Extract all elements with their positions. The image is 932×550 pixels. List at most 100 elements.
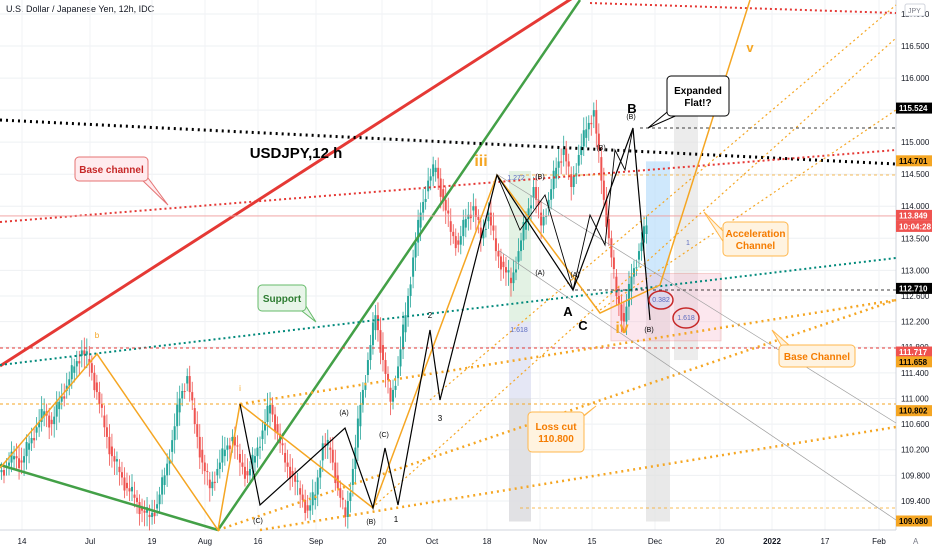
candle-body xyxy=(502,261,505,268)
candle-body xyxy=(88,358,91,364)
wave-label: i xyxy=(239,384,241,393)
candle-body xyxy=(93,372,96,391)
candle-body xyxy=(3,470,5,476)
candle-body xyxy=(499,256,502,270)
price-tick-label: 113.000 xyxy=(901,266,930,275)
candle-body xyxy=(432,164,435,177)
wave-label: b xyxy=(95,331,100,340)
fib-label: 0.382 xyxy=(652,297,670,304)
grey-fan-1 xyxy=(497,174,897,424)
candle-body xyxy=(492,225,495,231)
candle-body xyxy=(627,283,630,307)
candle-body xyxy=(324,443,327,446)
candle-body xyxy=(188,376,191,393)
candle-body xyxy=(615,276,618,296)
candle-body xyxy=(632,268,635,277)
candle-body xyxy=(344,507,347,518)
candle-body xyxy=(637,251,640,260)
candle-body xyxy=(241,462,244,467)
candle-body xyxy=(417,219,420,243)
wave-label: 2 xyxy=(428,311,433,320)
candle-body xyxy=(535,187,538,200)
candle-body xyxy=(635,267,638,269)
candle-body xyxy=(284,452,287,463)
candle-body xyxy=(291,471,294,476)
price-label-bg xyxy=(896,282,932,294)
candle-body xyxy=(339,488,342,498)
candle-body xyxy=(133,494,136,498)
candle-body xyxy=(70,365,73,380)
wave-label: (C) xyxy=(253,518,263,525)
candle-body xyxy=(587,122,590,130)
candle-body xyxy=(0,470,3,473)
candle-body xyxy=(264,421,267,431)
candle-body xyxy=(221,448,224,463)
wave-label: (B) xyxy=(535,174,544,181)
price-tick-label: 109.800 xyxy=(901,471,930,480)
time-tick-label: 14 xyxy=(18,537,27,546)
candle-body xyxy=(407,295,410,316)
candle-body xyxy=(181,390,184,399)
time-tick-label: 19 xyxy=(148,537,157,546)
candle-body xyxy=(218,462,221,469)
candle-body xyxy=(296,480,299,482)
candle-body xyxy=(286,462,289,467)
candle-body xyxy=(384,360,387,374)
expanded-flat-callout-text: Flat!? xyxy=(684,98,711,109)
candle-body xyxy=(597,133,600,150)
candle-body xyxy=(620,304,623,321)
candle-body xyxy=(610,238,613,258)
candle-body xyxy=(580,146,583,155)
acceleration-channel-callout-text: Channel xyxy=(736,241,776,252)
candle-body xyxy=(497,251,500,257)
candle-body xyxy=(600,157,603,181)
candle-body xyxy=(349,492,352,501)
expanded-flat-callout xyxy=(666,75,730,117)
candle-body xyxy=(35,427,38,433)
candle-body xyxy=(567,161,570,167)
candle-body xyxy=(507,270,510,273)
green-trend-line xyxy=(216,0,582,531)
candle-body xyxy=(364,382,367,390)
candle-body xyxy=(585,129,588,138)
candle-body xyxy=(369,345,372,361)
candle-body xyxy=(397,366,400,379)
candle-body xyxy=(20,460,23,463)
auto-scale-toggle: A xyxy=(913,537,919,546)
candle-body xyxy=(243,466,246,479)
candle-body xyxy=(570,174,573,188)
candle-body xyxy=(515,269,517,273)
candle-body xyxy=(30,437,33,444)
expanded-flat-callout-text: Expanded xyxy=(674,86,722,97)
candle-body xyxy=(163,475,166,485)
candle-body xyxy=(525,219,528,230)
candle-body xyxy=(387,373,389,381)
time-tick-label: 20 xyxy=(378,537,387,546)
price-tick-label: 109.400 xyxy=(901,497,930,506)
candle-body xyxy=(151,512,154,518)
candle-body xyxy=(80,350,83,356)
price-label-bg xyxy=(896,102,932,114)
candle-body xyxy=(474,206,477,217)
acceleration-channel-mid xyxy=(429,4,897,401)
candle-body xyxy=(479,227,482,239)
zone-green xyxy=(509,170,531,322)
candle-body xyxy=(43,411,46,417)
candle-body xyxy=(605,199,608,227)
candle-body xyxy=(414,242,417,258)
price-label: 114.701 xyxy=(899,157,928,166)
wave-label: C xyxy=(578,318,588,333)
candle-body xyxy=(68,379,71,386)
time-tick-label: 17 xyxy=(821,537,830,546)
candle-body xyxy=(484,228,487,230)
candle-body xyxy=(274,414,277,432)
candle-body xyxy=(63,396,66,399)
candle-body xyxy=(607,219,610,239)
candle-body xyxy=(281,443,284,446)
candle-body xyxy=(10,451,13,463)
teal-support-line xyxy=(0,257,897,366)
candle-body xyxy=(53,416,56,425)
candle-body xyxy=(547,199,550,209)
candle-body xyxy=(98,392,101,404)
